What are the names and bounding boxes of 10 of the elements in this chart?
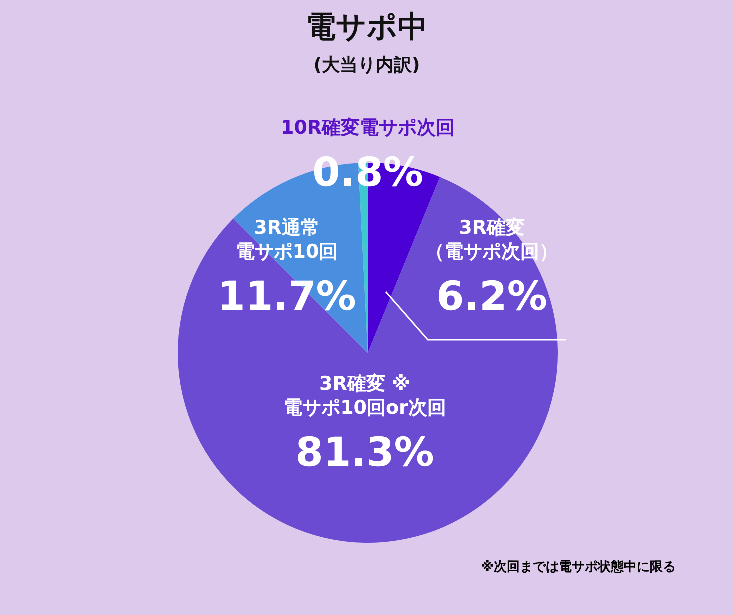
text: ※次回までは電サポ状態中に限る bbox=[481, 559, 676, 575]
data-label: 0.8% bbox=[312, 150, 424, 196]
data-label: 6.2% bbox=[436, 274, 548, 320]
chart-subtitle: (大当り内訳) bbox=[314, 55, 420, 76]
chart-title: 電サポ中 bbox=[306, 10, 428, 45]
data-label: 81.3% bbox=[296, 430, 434, 476]
slice-label: 3R確変 ※電サポ10回or次回 bbox=[284, 373, 446, 419]
data-label: 11.7% bbox=[218, 274, 356, 320]
slice-label: 3R通常電サポ10回 bbox=[236, 217, 338, 263]
slice-label: 10R確変電サポ次回 bbox=[280, 117, 456, 139]
